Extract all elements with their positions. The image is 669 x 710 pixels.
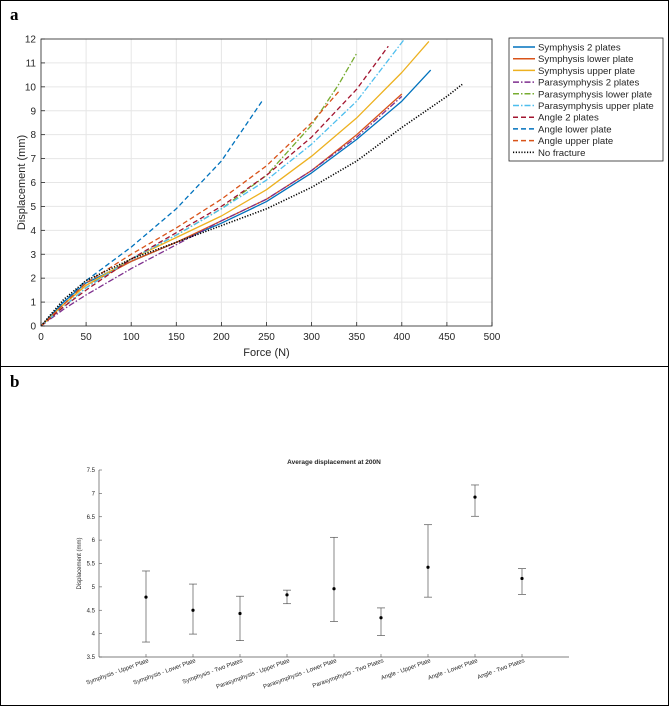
legend-entry: Angle lower plate (538, 124, 612, 135)
errorbar-chart: Average displacement at 200N 3.5 4 4.5 5 5.5 6… (77, 459, 569, 690)
x-tick-label: 0 (38, 332, 44, 343)
line-chart: 0 50 100 150 200 250 300 350 400 450 5000123456789… (16, 35, 664, 359)
x-tick-label: 250 (258, 332, 275, 343)
x-tick-label: 100 (123, 332, 140, 343)
y-tick-label: 8 (30, 130, 36, 141)
x-tick-label: 50 (81, 332, 93, 343)
mean-point (426, 565, 430, 569)
y-tick-label: 6 (92, 538, 96, 544)
y-tick-label: 6.5 (87, 515, 96, 521)
mean-point (473, 495, 477, 499)
series-line (40, 40, 430, 327)
y-tick-label: 5.5 (87, 562, 96, 568)
mean-point (238, 611, 242, 616)
legend-entry: Symphysis upper plate (538, 66, 635, 77)
x-tick-label: 200 (213, 332, 230, 343)
legend-entry: Angle upper plate (538, 136, 613, 147)
y-tick-label: 7 (92, 491, 96, 497)
y-tick-label: 12 (25, 35, 37, 46)
mean-point (332, 587, 336, 591)
y-tick-label: 11 (26, 58, 37, 69)
legend-entry: No fracture (538, 148, 585, 159)
mean-point (144, 595, 148, 599)
y-tick-label: 7.5 (87, 468, 96, 474)
y-tick-label: 6 (30, 178, 36, 189)
panel-a-label: a (10, 5, 19, 24)
x-tick-label: 300 (303, 332, 320, 343)
x-tick-label: 150 (168, 332, 185, 343)
mean-point (285, 593, 289, 597)
x-tick-label: 500 (484, 332, 501, 343)
series-line (40, 91, 340, 327)
legend-entry: Parasymphysis upper plate (538, 101, 654, 112)
y-tick-label: 2 (30, 274, 36, 285)
panel-a: a 0 50 100 150 200 250 300 350 400 450 500 0 1 2 3 4 5 6 7… (0, 0, 669, 367)
series-line (40, 45, 389, 327)
y-tick-label: 5 (92, 585, 96, 591)
x-tick-label: 400 (393, 332, 410, 343)
series-line (40, 100, 263, 327)
legend-entry: Symphysis 2 plates (538, 43, 621, 54)
y-axis-label: Displacement (mm) (16, 135, 28, 230)
y-tick-label: 10 (25, 82, 37, 93)
mean-point (520, 576, 524, 581)
y-tick-label: 7 (30, 154, 36, 165)
y-tick-label: 4.5 (87, 608, 96, 614)
series-line (40, 38, 406, 327)
panel-b: b Average displacement at 200N 3.5 4 4.5 5 5.… (0, 366, 669, 706)
y-tick-label: 0 (30, 322, 36, 333)
x-tick-label: Angle - Lower Plate (427, 658, 479, 682)
x-axis-label: Force (N) (243, 347, 289, 359)
y-axis-label: Displacement (mm) (77, 537, 83, 589)
y-tick-label: 4 (92, 632, 96, 638)
legend-entry: Angle 2 plates (538, 113, 599, 124)
y-tick-label: 4 (30, 226, 36, 237)
x-tick-label: Angle - Upper Plate (380, 658, 432, 682)
mean-point (379, 616, 383, 620)
legend-entry: Parasymphysis 2 plates (538, 78, 640, 89)
y-tick-label: 5 (30, 202, 36, 213)
y-tick-label: 3 (30, 250, 36, 261)
panel-b-label: b (10, 372, 20, 391)
y-tick-label: 9 (30, 106, 36, 117)
legend-entry: Symphysis lower plate (538, 54, 633, 65)
legend-entry: Parasymphysis lower plate (538, 89, 652, 100)
series-line (40, 52, 358, 327)
mean-point (191, 608, 195, 612)
chart-title: Average displacement at 200N (287, 459, 381, 466)
x-tick-label: Angle - Two Plates (477, 658, 526, 681)
y-tick-label: 1 (30, 298, 36, 309)
x-tick-label: 450 (439, 332, 456, 343)
series-line (40, 83, 463, 327)
x-tick-label: 350 (348, 332, 365, 343)
y-tick-label: 3.5 (87, 655, 96, 661)
